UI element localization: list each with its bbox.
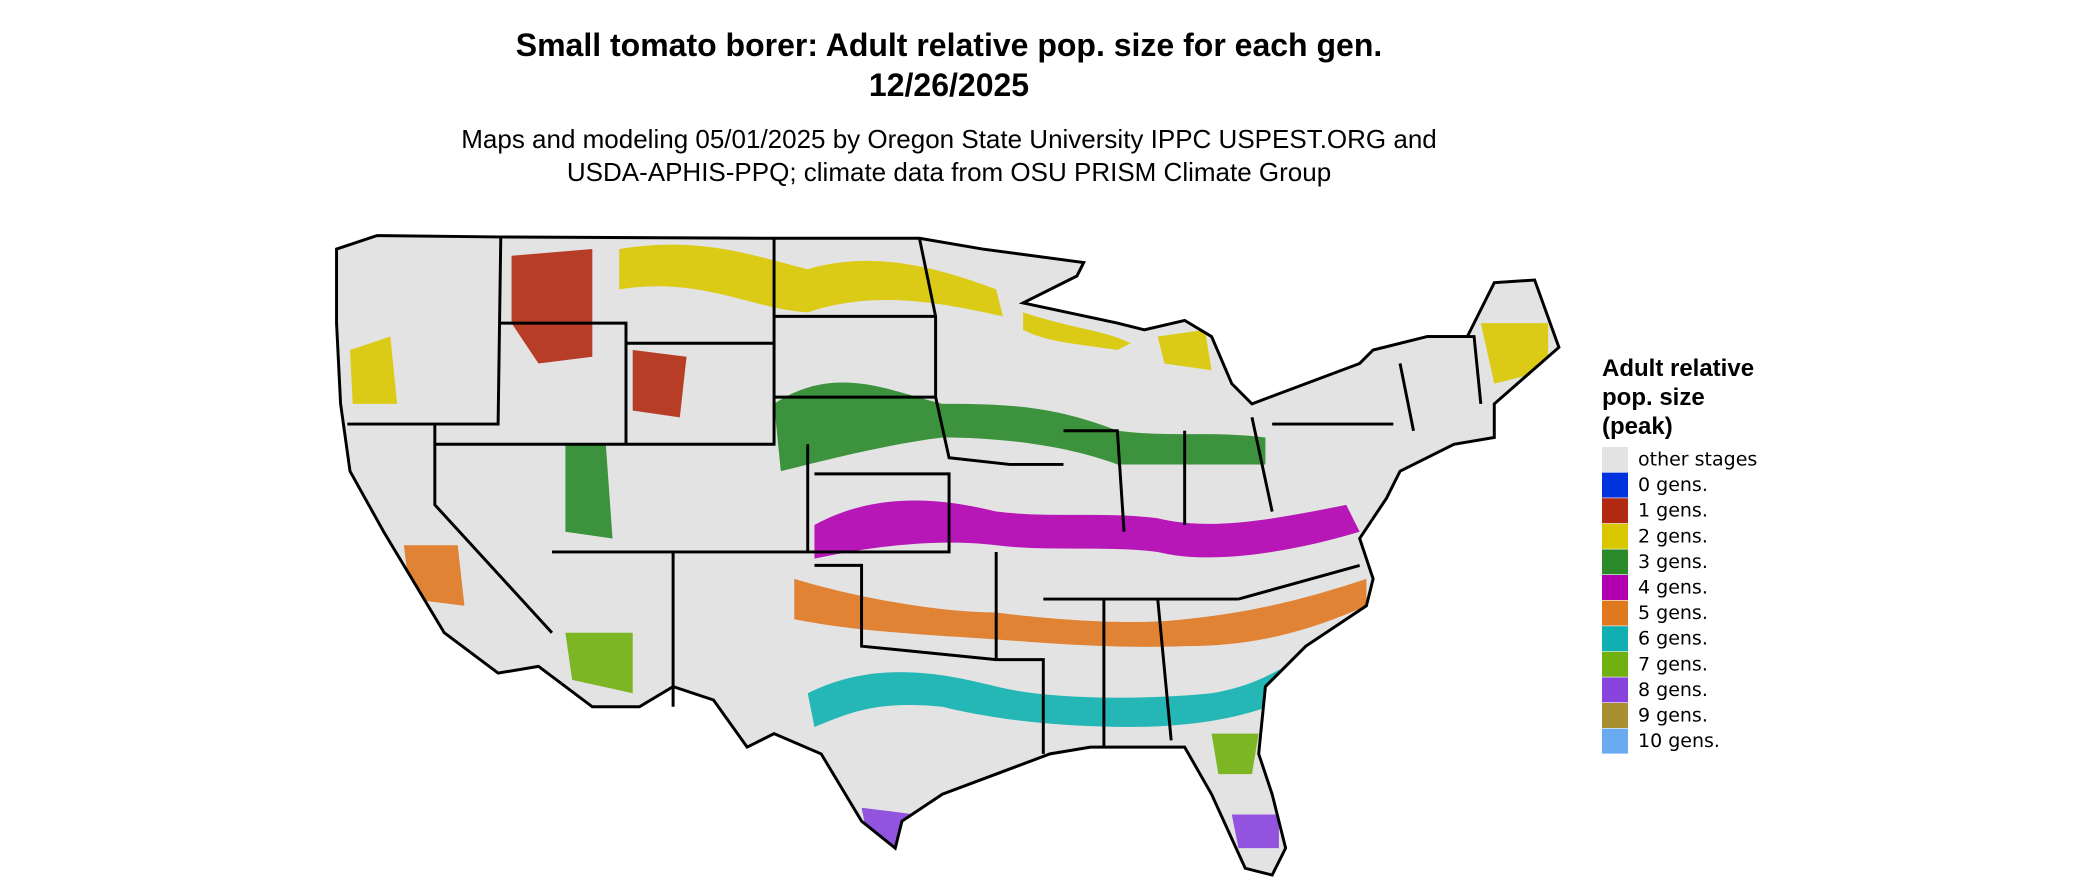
legend-swatch bbox=[1602, 549, 1628, 575]
legend-label: 5 gens. bbox=[1638, 602, 1708, 624]
legend-label: 3 gens. bbox=[1638, 551, 1708, 573]
legend-title: Adult relative bbox=[1602, 355, 1754, 382]
zone bbox=[619, 244, 1003, 317]
legend-swatch bbox=[1602, 472, 1628, 498]
legend-title: (peak) bbox=[1602, 413, 1673, 440]
legend-label: 8 gens. bbox=[1638, 679, 1708, 701]
subtitle: USDA-APHIS-PPQ; climate data from OSU PR… bbox=[567, 157, 1331, 187]
map bbox=[335, 234, 1561, 877]
legend-swatch bbox=[1602, 703, 1628, 728]
legend-label: other stages bbox=[1638, 449, 1757, 471]
zone bbox=[511, 249, 687, 418]
legend-label: 0 gens. bbox=[1638, 474, 1708, 496]
zone bbox=[565, 444, 613, 539]
date: 12/26/2025 bbox=[869, 67, 1029, 103]
legend-label: 2 gens. bbox=[1638, 525, 1708, 547]
legend-swatch bbox=[1602, 677, 1628, 703]
title: Small tomato borer: Adult relative pop. … bbox=[516, 27, 1383, 63]
legend-swatch bbox=[1602, 498, 1628, 524]
legend-label: 4 gens. bbox=[1638, 577, 1708, 599]
subtitle: Maps and modeling 05/01/2025 by Oregon S… bbox=[461, 124, 1437, 154]
legend-label: 10 gens. bbox=[1638, 730, 1720, 752]
legend-label: 7 gens. bbox=[1638, 653, 1708, 675]
zone bbox=[807, 666, 1286, 727]
state-borders bbox=[335, 234, 1561, 877]
legend-label: 9 gens. bbox=[1638, 705, 1708, 727]
legend-swatch bbox=[1602, 523, 1628, 549]
generation-zones bbox=[350, 244, 1549, 849]
legend-swatch bbox=[1602, 575, 1628, 600]
zone bbox=[814, 500, 1360, 559]
legend-swatch bbox=[1602, 600, 1628, 626]
legend-label: 1 gens. bbox=[1638, 500, 1708, 522]
legend-swatch bbox=[1602, 626, 1628, 652]
zone bbox=[861, 807, 1279, 849]
legend: Adult relative pop. size (peak) other st… bbox=[1602, 355, 1757, 754]
legend-title: pop. size bbox=[1602, 384, 1705, 411]
zone bbox=[794, 578, 1367, 647]
legend-swatch bbox=[1602, 651, 1628, 677]
legend-swatch bbox=[1602, 728, 1628, 754]
zone bbox=[403, 545, 465, 606]
legend-swatch bbox=[1602, 447, 1628, 472]
legend-label: 6 gens. bbox=[1638, 628, 1708, 650]
zone bbox=[774, 382, 1266, 472]
